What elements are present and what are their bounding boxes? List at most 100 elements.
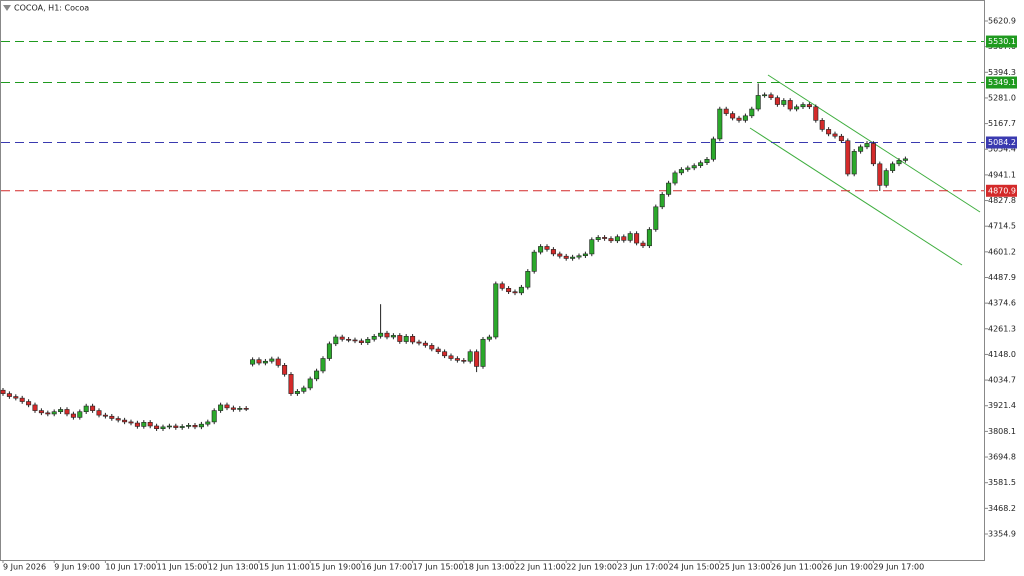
x-tick-label: 11 Jun 15:00 <box>157 563 208 572</box>
candle-body <box>493 283 499 338</box>
candle-body <box>653 206 659 230</box>
y-tick-label: 5394.3 <box>988 68 1016 77</box>
candle-body <box>256 359 262 364</box>
candle-body <box>890 163 896 171</box>
candle-body <box>851 151 857 175</box>
x-tick-label: 15 Jun 19:00 <box>310 563 361 572</box>
y-tick-label: 3468.2 <box>988 504 1016 513</box>
y-tick-label: 4487.9 <box>988 273 1016 282</box>
candle-body <box>32 404 38 411</box>
candle-body <box>826 129 832 135</box>
candle-body <box>525 271 531 288</box>
y-tick-label: 4714.5 <box>988 222 1016 231</box>
candle-body <box>390 335 396 338</box>
candle-body <box>474 351 480 367</box>
candle-body <box>774 97 780 105</box>
candle-body <box>634 233 640 244</box>
candle-body <box>410 336 416 343</box>
candle-body <box>883 170 889 186</box>
candle-body <box>218 404 224 411</box>
candle-body <box>173 425 179 428</box>
level-label: 5084.2 <box>988 138 1016 147</box>
candle-body <box>864 143 870 148</box>
candle-body <box>704 158 710 163</box>
x-tick-label: 17 Jun 15:00 <box>413 563 464 572</box>
candle-body <box>768 94 774 99</box>
candle-body <box>614 236 620 242</box>
y-tick-label: 3581.5 <box>988 478 1016 487</box>
candle-body <box>262 360 268 364</box>
candle-body <box>403 336 409 342</box>
candle-body <box>250 359 256 365</box>
candle-body <box>723 108 729 114</box>
y-tick-label: 3354.9 <box>988 529 1016 538</box>
candle-body <box>147 422 153 427</box>
candle-body <box>531 251 537 272</box>
candle-body <box>563 255 569 259</box>
candle-body <box>794 106 800 110</box>
candle-body <box>717 108 723 140</box>
candle-body <box>269 358 275 362</box>
y-tick-label: 5167.7 <box>988 119 1016 128</box>
x-tick-label: 26 Jun 19:00 <box>822 563 873 572</box>
candle-body <box>51 411 57 415</box>
candle-body <box>710 138 716 160</box>
candle-body <box>896 160 902 165</box>
candle-body <box>845 140 851 175</box>
candle-body <box>685 167 691 170</box>
x-tick-label: 9 Jun 2026 <box>3 563 46 572</box>
candle-body <box>762 94 768 97</box>
candle-body <box>83 405 89 413</box>
x-tick-label: 22 Jun 19:00 <box>566 563 617 572</box>
candle-body <box>589 239 595 255</box>
candle-body <box>550 249 556 255</box>
candle-body <box>512 291 518 294</box>
level-label-box <box>986 76 1017 89</box>
candle-body <box>288 374 294 394</box>
candle-body <box>243 408 249 410</box>
candle-body <box>326 343 332 359</box>
candle-body <box>128 421 134 424</box>
title-icon <box>3 5 11 11</box>
candle-body <box>205 421 211 425</box>
plot-frame <box>0 0 985 561</box>
candle-body <box>77 411 83 418</box>
candle-body <box>320 358 326 372</box>
candle-body <box>666 182 672 195</box>
candle-body <box>134 422 140 427</box>
candle-body <box>13 396 19 399</box>
candle-body <box>58 409 64 413</box>
candle-body <box>518 286 524 294</box>
y-tick-label: 4261.3 <box>988 324 1016 333</box>
candle-body <box>608 238 614 242</box>
candle-body <box>870 143 876 165</box>
candle-body <box>70 413 76 418</box>
y-tick-label: 4601.2 <box>988 247 1016 256</box>
candle-body <box>480 338 486 367</box>
candle-body <box>339 336 345 340</box>
candle-body <box>6 393 12 397</box>
candle-body <box>38 410 44 414</box>
candle-body <box>96 410 102 416</box>
candle-body <box>102 414 108 417</box>
candle-body <box>557 253 563 257</box>
candle-body <box>832 133 838 137</box>
y-tick-label: 4034.7 <box>988 376 1016 385</box>
candle-body <box>538 246 544 253</box>
x-tick-label: 22 Jun 11:00 <box>515 563 566 572</box>
candle-body <box>691 165 697 169</box>
candle-body <box>378 332 384 337</box>
y-tick-label: 4148.0 <box>988 350 1016 359</box>
candle-body <box>160 426 166 429</box>
candle-body <box>806 104 812 108</box>
candle-body <box>333 336 339 345</box>
candle-body <box>192 424 198 428</box>
candle-body <box>698 162 704 166</box>
candle-body <box>301 387 307 392</box>
candle-body <box>646 229 652 247</box>
candle-body <box>730 113 736 119</box>
y-tick-label: 4374.6 <box>988 299 1016 308</box>
candle-body <box>211 410 217 423</box>
candle-body <box>346 338 352 341</box>
candle-body <box>429 345 435 350</box>
